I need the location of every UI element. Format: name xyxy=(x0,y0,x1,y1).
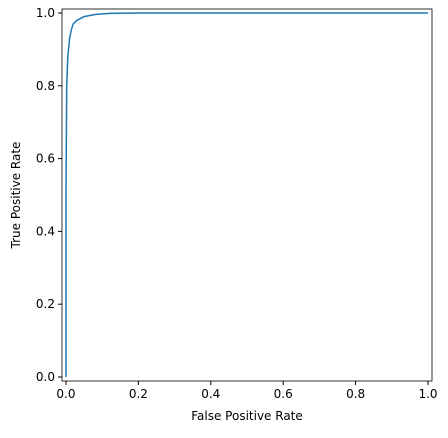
y-tick-label: 0.8 xyxy=(36,79,55,93)
y-axis-label: True Positive Rate xyxy=(9,142,23,250)
x-tick-label: 0.2 xyxy=(129,387,148,401)
y-tick-label: 0.2 xyxy=(36,297,55,311)
x-axis-label: False Positive Rate xyxy=(191,409,303,423)
x-tick-label: 1.0 xyxy=(418,387,437,401)
y-tick-label: 1.0 xyxy=(36,6,55,20)
x-tick-label: 0.0 xyxy=(56,387,75,401)
x-tick-label: 0.4 xyxy=(201,387,220,401)
plot-frame xyxy=(61,8,433,382)
y-tick-label: 0.4 xyxy=(36,224,55,238)
y-tick-label: 0.0 xyxy=(36,370,55,384)
x-tick-label: 0.8 xyxy=(346,387,365,401)
x-tick-label: 0.6 xyxy=(274,387,293,401)
y-tick-label: 0.6 xyxy=(36,152,55,166)
roc-line xyxy=(65,12,429,377)
